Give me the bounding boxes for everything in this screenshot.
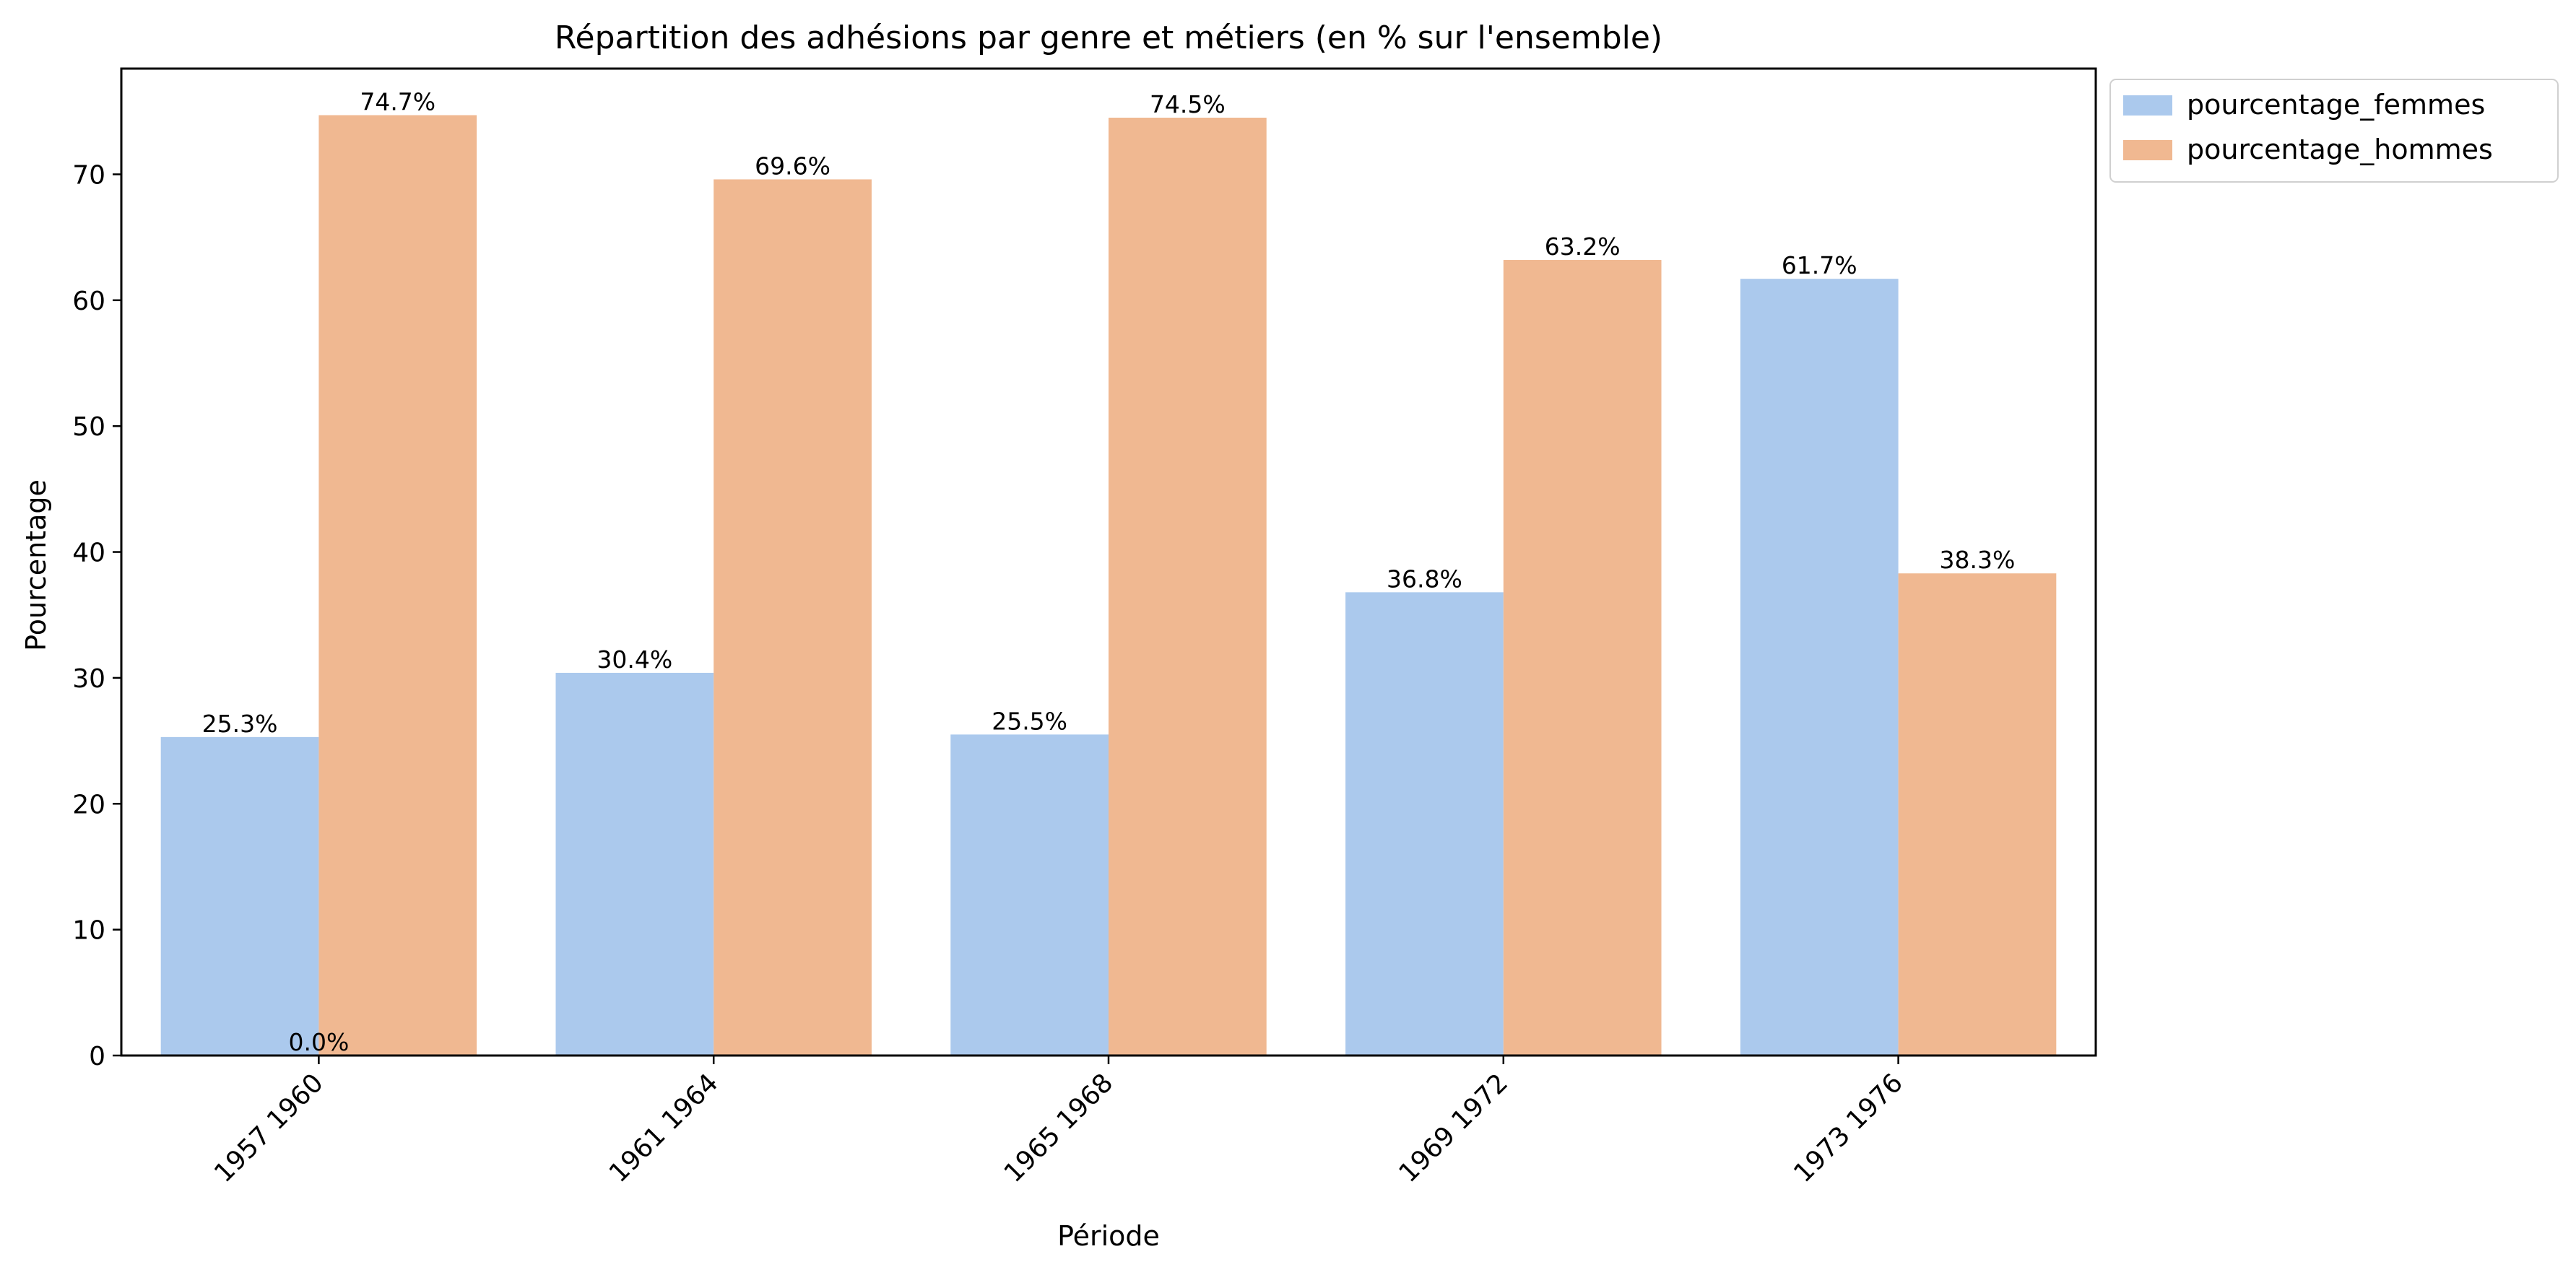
y-tick-label-4: 40 <box>72 539 105 568</box>
bar-label-pourcentage_hommes-2: 74.5% <box>1150 90 1226 118</box>
x-axis-title: Période <box>1057 1220 1160 1252</box>
bar-label-pourcentage_hommes-4: 38.3% <box>1940 546 2016 574</box>
bar-pourcentage_hommes-4 <box>1898 573 2057 1056</box>
y-tick-label-2: 20 <box>72 790 105 819</box>
y-tick-label-7: 70 <box>72 160 105 190</box>
extra-label-0: 0.0% <box>288 1028 349 1056</box>
legend-swatch-pourcentage_femmes <box>2123 95 2172 116</box>
legend: pourcentage_femmes pourcentage_hommes <box>2109 79 2559 183</box>
bar-pourcentage_femmes-1 <box>555 672 714 1056</box>
bar-pourcentage_hommes-2 <box>1109 118 1267 1056</box>
plot-area: 25.3% 30.4% 25.5% 36.8% 61.7% 74.7% 69.6% 74.5%… <box>72 67 2097 1188</box>
y-tick-label-3: 30 <box>72 664 105 694</box>
bar-label-pourcentage_hommes-1: 69.6% <box>755 152 831 180</box>
y-axis-title: Pourcentage <box>20 479 52 651</box>
x-tick-label-0: 1957 1960 <box>209 1068 329 1188</box>
y-tick-label-6: 60 <box>72 287 105 316</box>
bar-pourcentage_femmes-4 <box>1740 279 1899 1056</box>
bar-label-pourcentage_femmes-4: 61.7% <box>1782 251 1857 279</box>
bar-pourcentage_hommes-0 <box>318 115 477 1056</box>
bar-label-pourcentage_hommes-3: 63.2% <box>1545 232 1621 261</box>
y-tick-label-0: 0 <box>89 1042 105 1071</box>
legend-swatch-pourcentage_hommes <box>2123 140 2172 160</box>
legend-label-pourcentage_hommes: pourcentage_hommes <box>2187 134 2493 165</box>
x-tick-label-3: 1969 1972 <box>1394 1068 1514 1188</box>
bar-pourcentage_femmes-0 <box>160 736 319 1056</box>
bar-label-pourcentage_hommes-0: 74.7% <box>360 88 435 116</box>
bar-label-pourcentage_femmes-1: 30.4% <box>597 645 672 674</box>
bar-label-pourcentage_femmes-3: 36.8% <box>1387 565 1462 593</box>
x-tick-label-4: 1973 1976 <box>1788 1068 1909 1188</box>
legend-box <box>2109 79 2559 183</box>
legend-label-pourcentage_femmes: pourcentage_femmes <box>2187 89 2485 121</box>
x-tick-label-1: 1961 1964 <box>604 1068 724 1188</box>
bar-label-pourcentage_femmes-0: 25.3% <box>202 710 278 738</box>
x-tick-label-2: 1965 1968 <box>999 1068 1119 1188</box>
chart-title: Répartition des adhésions par genre et m… <box>555 19 1662 56</box>
bar-label-pourcentage_femmes-2: 25.5% <box>992 707 1067 735</box>
bar-pourcentage_femmes-2 <box>950 734 1109 1056</box>
y-tick-label-1: 10 <box>72 916 105 946</box>
y-tick-label-5: 50 <box>72 412 105 442</box>
bar-pourcentage_femmes-3 <box>1345 592 1504 1056</box>
bar-pourcentage_hommes-3 <box>1503 260 1662 1056</box>
bar-pourcentage_hommes-1 <box>714 179 872 1056</box>
